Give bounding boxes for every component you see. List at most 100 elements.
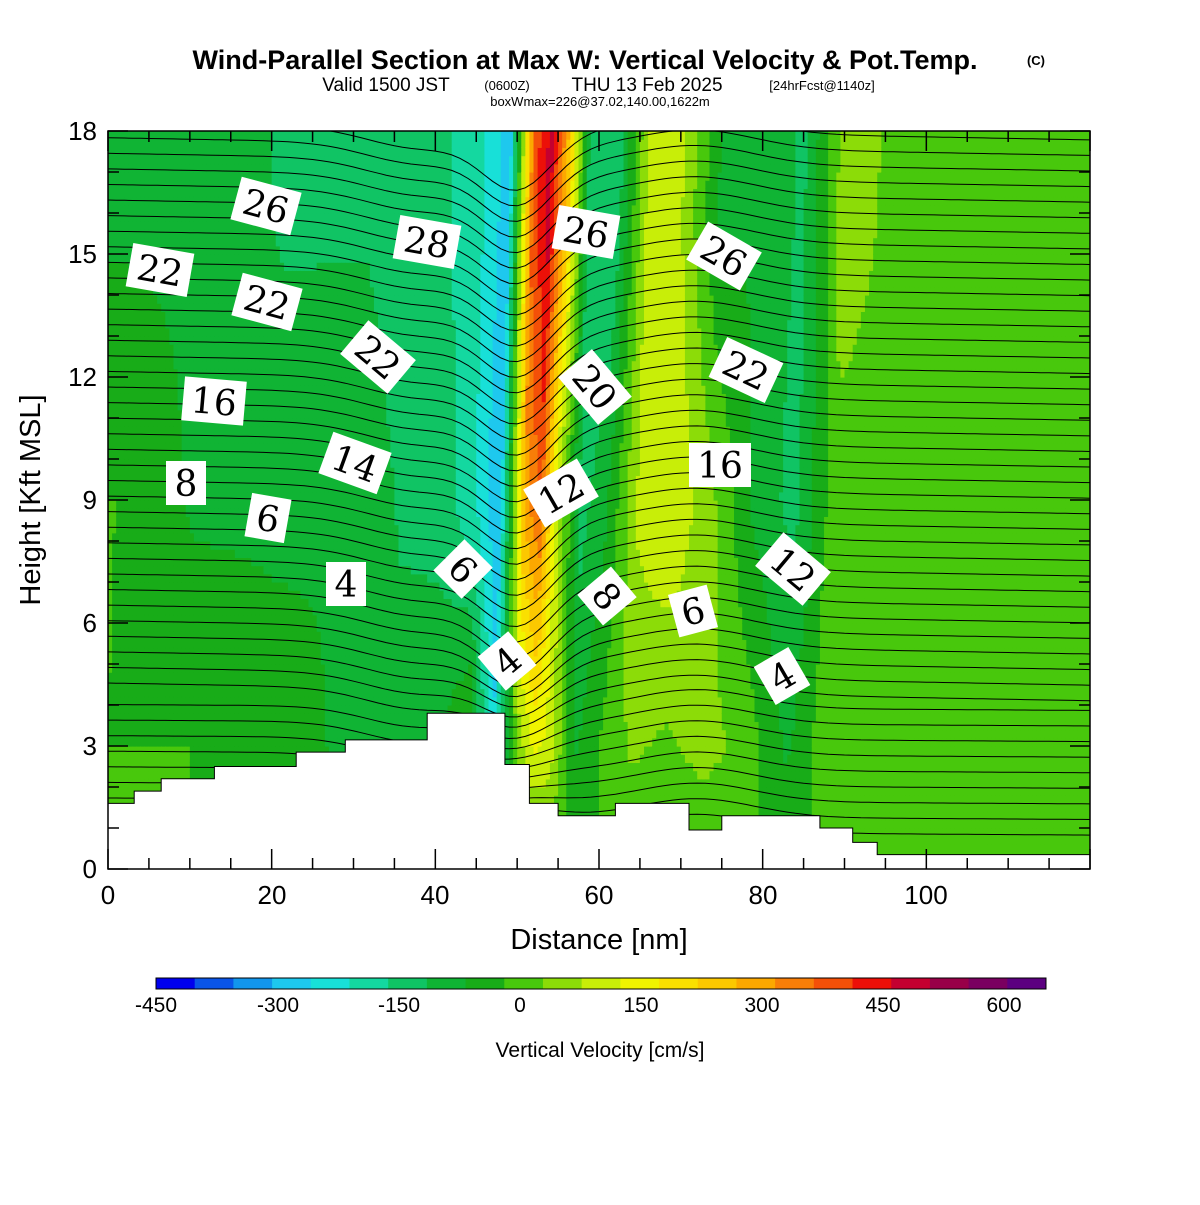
velocity-cell (149, 672, 154, 681)
velocity-cell (161, 369, 166, 378)
velocity-cell (263, 254, 268, 263)
velocity-cell (227, 500, 232, 509)
velocity-cell (128, 746, 133, 755)
velocity-cell (313, 320, 318, 329)
velocity-cell (276, 172, 281, 181)
velocity-cell (272, 664, 277, 673)
velocity-cell (296, 705, 301, 714)
velocity-cell (141, 566, 146, 575)
velocity-cell (202, 541, 207, 550)
velocity-cell (263, 270, 268, 279)
velocity-cell (178, 639, 183, 648)
velocity-cell (157, 451, 162, 460)
velocity-cell (149, 303, 154, 312)
velocity-cell (145, 164, 150, 173)
velocity-cell (321, 254, 326, 263)
velocity-cell (321, 582, 326, 591)
velocity-cell (202, 516, 207, 525)
velocity-cell (300, 295, 305, 304)
velocity-cell (194, 443, 199, 452)
velocity-cell (304, 508, 309, 517)
velocity-cell (321, 131, 326, 140)
velocity-cell (313, 615, 318, 624)
velocity-cell (161, 451, 166, 460)
velocity-cell (255, 656, 260, 665)
velocity-cell (124, 410, 129, 419)
velocity-cell (149, 746, 154, 755)
velocity-cell (263, 598, 268, 607)
velocity-cell (190, 582, 195, 591)
velocity-cell (255, 246, 260, 255)
velocity-cell (202, 664, 207, 673)
velocity-cell (247, 574, 252, 583)
velocity-cell (149, 738, 154, 747)
velocity-cell (178, 721, 183, 730)
velocity-cell (178, 131, 183, 140)
velocity-cell (288, 393, 293, 402)
velocity-cell (124, 721, 129, 730)
velocity-cell (239, 730, 244, 739)
velocity-cell (133, 229, 138, 238)
velocity-cell (231, 508, 236, 517)
velocity-cell (308, 320, 313, 329)
velocity-cell (317, 631, 322, 640)
velocity-cell (202, 352, 207, 361)
velocity-cell (133, 516, 138, 525)
velocity-cell (284, 451, 289, 460)
velocity-cell (120, 533, 125, 542)
velocity-cell (165, 746, 170, 755)
velocity-cell (321, 147, 326, 156)
velocity-cell (255, 443, 260, 452)
velocity-cell (141, 730, 146, 739)
velocity-cell (304, 639, 309, 648)
velocity-cell (128, 607, 133, 616)
velocity-cell (300, 147, 305, 156)
velocity-cell (182, 320, 187, 329)
velocity-cell (120, 221, 125, 230)
velocity-cell (223, 205, 228, 214)
velocity-cell (124, 262, 129, 271)
velocity-cell (178, 402, 183, 411)
velocity-cell (325, 418, 330, 427)
velocity-cell (214, 205, 219, 214)
velocity-cell (296, 393, 301, 402)
velocity-cell (214, 492, 219, 501)
velocity-cell (178, 229, 183, 238)
velocity-cell (317, 680, 322, 689)
velocity-cell (137, 738, 142, 747)
velocity-cell (231, 238, 236, 247)
velocity-cell (186, 631, 191, 640)
velocity-cell (218, 361, 223, 370)
velocity-cell (317, 131, 322, 140)
velocity-cell (112, 147, 117, 156)
velocity-cell (247, 393, 252, 402)
velocity-cell (317, 730, 322, 739)
velocity-cell (276, 615, 281, 624)
velocity-cell (288, 147, 293, 156)
velocity-cell (178, 320, 183, 329)
velocity-cell (198, 754, 203, 763)
velocity-cell (120, 262, 125, 271)
velocity-cell (198, 689, 203, 698)
velocity-cell (317, 205, 322, 214)
velocity-cell (280, 672, 285, 681)
velocity-cell (128, 475, 133, 484)
velocity-cell (239, 328, 244, 337)
velocity-cell (214, 639, 219, 648)
velocity-cell (190, 328, 195, 337)
velocity-cell (210, 623, 215, 632)
velocity-cell (198, 762, 203, 771)
velocity-cell (202, 648, 207, 657)
velocity-cell (288, 623, 293, 632)
velocity-cell (133, 615, 138, 624)
velocity-cell (169, 730, 174, 739)
velocity-cell (227, 533, 232, 542)
velocity-cell (296, 738, 301, 747)
velocity-cell (308, 188, 313, 197)
velocity-cell (243, 639, 248, 648)
velocity-cell (161, 484, 166, 493)
velocity-cell (235, 746, 240, 755)
velocity-cell (235, 525, 240, 534)
velocity-cell (173, 434, 178, 443)
velocity-cell (182, 557, 187, 566)
